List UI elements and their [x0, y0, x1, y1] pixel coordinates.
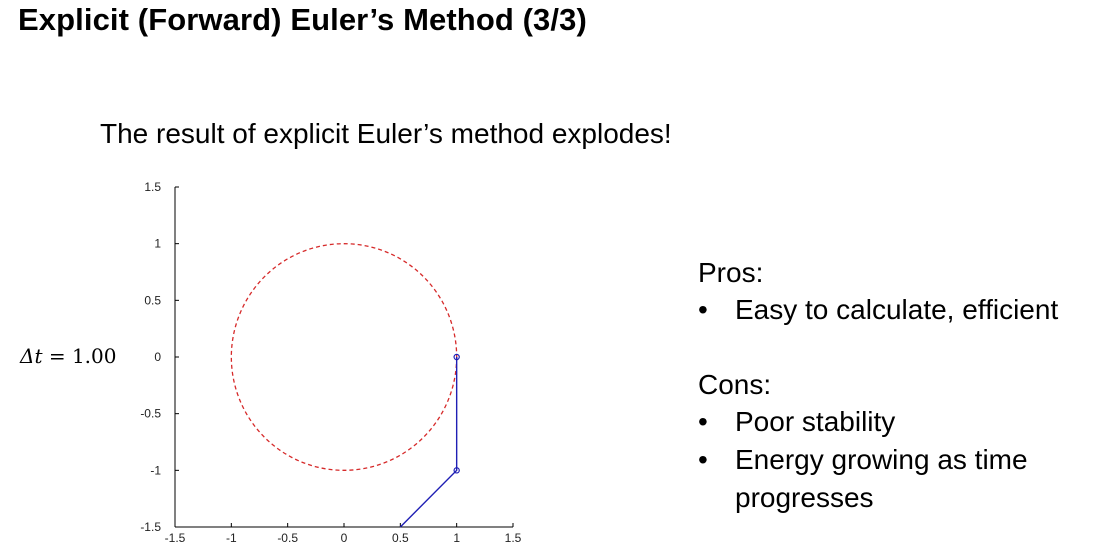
- list-item: • Poor stability: [698, 403, 1058, 441]
- trajectory-point: [453, 353, 460, 361]
- cons-list: • Poor stability • Energy growing as time p…: [698, 403, 1058, 517]
- exact-solution-circle: [230, 243, 458, 471]
- pros-heading: Pros:: [698, 257, 764, 288]
- list-item: • Energy growing as time progresses: [698, 441, 1058, 517]
- bullet-icon: •: [698, 444, 708, 475]
- y-tick-label: 0: [154, 350, 161, 364]
- y-tick-label: -0.5: [140, 407, 161, 421]
- slide-subtitle: The result of explicit Euler’s method ex…: [100, 118, 672, 149]
- y-tick-label: 1: [154, 237, 161, 251]
- x-tick-label: -1.5: [165, 531, 186, 545]
- y-tick-label: 0.5: [144, 293, 161, 307]
- x-tick-label: 1.5: [505, 531, 522, 545]
- y-tick-label: -1: [150, 463, 161, 477]
- bullet-icon: •: [698, 406, 708, 437]
- slide-title: Explicit (Forward) Euler’s Method (3/3): [18, 2, 587, 37]
- euler-trajectory-chart: -1.5 -1 -0.5 0 0.5 1 1.5 -1.5 -1 -0.5 0 0.5 1 1.5: [140, 180, 522, 545]
- y-tick-label: -1.5: [140, 520, 161, 534]
- x-tick-label: 0: [341, 531, 348, 545]
- x-tick-label: 0.5: [392, 531, 409, 545]
- list-item: • Easy to calculate, efficient: [698, 291, 1058, 329]
- pros-list: • Easy to calculate, efficient: [698, 291, 1058, 329]
- bullet-icon: •: [698, 294, 708, 325]
- cons-heading: Cons:: [698, 369, 772, 400]
- time-step-variable: Δ𝑡: [20, 344, 43, 368]
- time-step-value: = 1.00: [42, 344, 117, 368]
- x-tick-label: 1: [453, 531, 460, 545]
- x-tick-label: -0.5: [277, 531, 298, 545]
- time-step-label: Δ𝑡 = 1.00: [20, 344, 117, 368]
- x-tick-label: -1: [226, 531, 237, 545]
- euler-trajectory-line: [399, 357, 458, 528]
- trajectory-point: [453, 467, 460, 474]
- y-tick-label: 1.5: [144, 180, 161, 194]
- pros-cons-panel: Pros: • Easy to calculate, efficient Cons…: [698, 255, 1058, 517]
